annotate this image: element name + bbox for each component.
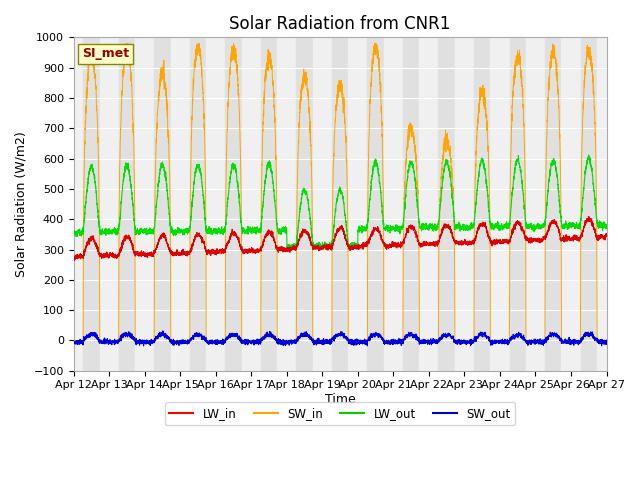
Bar bbox=[109, 37, 119, 371]
Y-axis label: Solar Radiation (W/m2): Solar Radiation (W/m2) bbox=[15, 131, 28, 277]
Bar bbox=[277, 37, 287, 371]
Bar bbox=[332, 37, 348, 371]
Legend: LW_in, SW_in, LW_out, SW_out: LW_in, SW_in, LW_out, SW_out bbox=[164, 402, 515, 425]
Text: SI_met: SI_met bbox=[82, 48, 129, 60]
X-axis label: Time: Time bbox=[324, 393, 355, 406]
Bar bbox=[419, 37, 429, 371]
Bar bbox=[287, 37, 296, 371]
Bar bbox=[597, 37, 607, 371]
Bar bbox=[580, 37, 597, 371]
Bar bbox=[154, 37, 171, 371]
Bar bbox=[394, 37, 403, 371]
Bar bbox=[429, 37, 438, 371]
Bar bbox=[526, 37, 536, 371]
Title: Solar Radiation from CNR1: Solar Radiation from CNR1 bbox=[229, 15, 451, 33]
Bar bbox=[500, 37, 509, 371]
Bar bbox=[180, 37, 190, 371]
Bar bbox=[367, 37, 384, 371]
Bar bbox=[474, 37, 490, 371]
Bar bbox=[561, 37, 571, 371]
Bar bbox=[509, 37, 526, 371]
Bar bbox=[145, 37, 154, 371]
Bar bbox=[313, 37, 323, 371]
Bar bbox=[384, 37, 394, 371]
Bar bbox=[296, 37, 313, 371]
Bar bbox=[242, 37, 252, 371]
Bar bbox=[100, 37, 109, 371]
Bar bbox=[135, 37, 145, 371]
Bar bbox=[252, 37, 261, 371]
Bar bbox=[403, 37, 419, 371]
Bar bbox=[545, 37, 561, 371]
Bar bbox=[438, 37, 455, 371]
Bar bbox=[74, 37, 83, 371]
Bar bbox=[571, 37, 580, 371]
Bar bbox=[171, 37, 180, 371]
Bar bbox=[225, 37, 242, 371]
Bar bbox=[83, 37, 100, 371]
Bar bbox=[323, 37, 332, 371]
Bar bbox=[490, 37, 500, 371]
Bar bbox=[190, 37, 206, 371]
Bar bbox=[358, 37, 367, 371]
Bar bbox=[348, 37, 358, 371]
Bar bbox=[455, 37, 465, 371]
Bar bbox=[216, 37, 225, 371]
Bar bbox=[119, 37, 135, 371]
Bar bbox=[536, 37, 545, 371]
Bar bbox=[261, 37, 277, 371]
Bar bbox=[206, 37, 216, 371]
Bar bbox=[465, 37, 474, 371]
